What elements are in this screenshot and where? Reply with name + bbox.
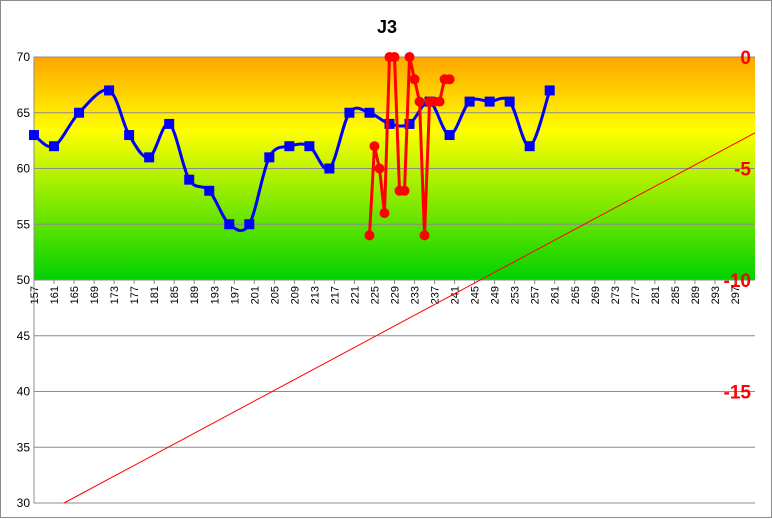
series-blue-point bbox=[184, 174, 195, 185]
x-tick-label: 269 bbox=[590, 286, 602, 304]
x-tick-label: 265 bbox=[570, 286, 582, 304]
series-red-point bbox=[404, 52, 415, 62]
series-blue-point bbox=[224, 219, 235, 230]
y-right-tick-label: -5 bbox=[734, 160, 751, 181]
series-blue-point bbox=[49, 141, 60, 152]
y-left-tick-label: 60 bbox=[17, 162, 31, 176]
x-tick-label: 165 bbox=[69, 286, 81, 304]
series-blue-point bbox=[204, 185, 215, 196]
series-red-point bbox=[379, 208, 390, 219]
series-blue-point bbox=[144, 152, 155, 163]
series-blue-point bbox=[384, 118, 395, 129]
series-red-point bbox=[414, 96, 425, 107]
series-red-point bbox=[389, 52, 400, 62]
series-red-point bbox=[374, 163, 385, 174]
x-tick-label: 209 bbox=[289, 286, 301, 304]
series-blue-point bbox=[304, 141, 315, 152]
x-tick-label: 217 bbox=[329, 286, 341, 304]
series-blue-point bbox=[344, 107, 355, 118]
trendline-line bbox=[63, 132, 756, 504]
series-blue-point bbox=[104, 85, 115, 96]
series-blue bbox=[29, 85, 555, 233]
x-tick-label: 157 bbox=[29, 286, 41, 304]
series-blue-point bbox=[264, 152, 275, 163]
x-tick-label: 285 bbox=[670, 286, 682, 304]
series-red-point bbox=[399, 185, 410, 196]
x-tick-label: 281 bbox=[650, 286, 662, 304]
series-blue-point bbox=[464, 96, 475, 107]
series-blue-point bbox=[244, 219, 255, 230]
x-tick-label: 201 bbox=[249, 286, 261, 304]
series-blue-point bbox=[524, 141, 535, 152]
series-red bbox=[364, 52, 455, 241]
x-tick-label: 169 bbox=[89, 286, 101, 304]
x-tick-label: 229 bbox=[390, 286, 402, 304]
series-blue-point bbox=[444, 130, 455, 141]
x-tick-label: 237 bbox=[430, 286, 442, 304]
series-blue-point bbox=[74, 107, 85, 118]
y-axis-right: 0 -5 -10 -15 bbox=[724, 48, 752, 404]
y-left-tick-label: 45 bbox=[17, 329, 31, 343]
x-tick-label: 297 bbox=[730, 286, 742, 304]
y-left-tick-label: 70 bbox=[17, 50, 31, 64]
series-blue-point bbox=[124, 130, 135, 141]
trendline bbox=[63, 132, 756, 504]
series-blue-point bbox=[364, 107, 375, 118]
series-blue-point bbox=[29, 130, 39, 141]
x-tick-label: 225 bbox=[369, 286, 381, 304]
y-left-tick-label: 40 bbox=[17, 385, 31, 399]
series-blue-point bbox=[504, 96, 515, 107]
x-tick-label: 257 bbox=[530, 286, 542, 304]
x-tick-label: 161 bbox=[49, 286, 61, 304]
x-tick-label: 289 bbox=[690, 286, 702, 304]
series-red-point bbox=[419, 230, 430, 241]
series-blue-point bbox=[164, 118, 175, 129]
x-tick-label: 233 bbox=[410, 286, 422, 304]
x-tick-label: 249 bbox=[490, 286, 502, 304]
y-right-tick-label: -15 bbox=[724, 383, 752, 404]
series-red-point bbox=[434, 96, 445, 107]
x-tick-label: 185 bbox=[169, 286, 181, 304]
x-tick-label: 193 bbox=[209, 286, 221, 304]
x-tick-label: 277 bbox=[630, 286, 642, 304]
x-tick-label: 213 bbox=[309, 286, 321, 304]
y-right-tick-label: -10 bbox=[724, 271, 751, 292]
x-tick-label: 261 bbox=[550, 286, 562, 304]
x-tick-label: 245 bbox=[470, 286, 482, 304]
y-axis-left: 70 65 60 55 50 45 40 35 30 bbox=[17, 50, 31, 510]
x-tick-label: 273 bbox=[610, 286, 622, 304]
series-red-point bbox=[364, 230, 375, 241]
x-tick-label: 293 bbox=[710, 286, 722, 304]
series-blue-point bbox=[484, 96, 495, 107]
series-blue-point bbox=[404, 118, 415, 129]
x-tick-label: 253 bbox=[510, 286, 522, 304]
x-tick-label: 177 bbox=[129, 286, 141, 304]
x-tick-label: 189 bbox=[189, 286, 201, 304]
x-tick-label: 205 bbox=[269, 286, 281, 304]
y-right-tick-label: 0 bbox=[740, 48, 751, 69]
series-red-point bbox=[444, 74, 455, 85]
chart-title: J3 bbox=[377, 17, 397, 37]
x-tick-label: 241 bbox=[450, 286, 462, 304]
y-left-tick-label: 55 bbox=[17, 217, 31, 231]
series-red-point bbox=[369, 141, 380, 152]
y-left-tick-label: 65 bbox=[17, 106, 31, 120]
series-red-point bbox=[409, 74, 420, 85]
y-left-tick-label: 30 bbox=[17, 496, 31, 510]
x-axis: 157 161 165 169 173 177 181 185 189 193 197 201 205 2… bbox=[29, 280, 742, 304]
x-tick-label: 173 bbox=[109, 286, 121, 304]
y-left-tick-label: 50 bbox=[17, 273, 31, 287]
series-blue-point bbox=[324, 163, 335, 174]
x-tick-label: 221 bbox=[349, 286, 361, 304]
series-blue-point bbox=[544, 85, 555, 96]
series-blue-point bbox=[284, 141, 295, 152]
x-tick-label: 181 bbox=[149, 286, 161, 304]
y-left-tick-label: 35 bbox=[17, 440, 31, 454]
x-tick-label: 197 bbox=[229, 286, 241, 304]
